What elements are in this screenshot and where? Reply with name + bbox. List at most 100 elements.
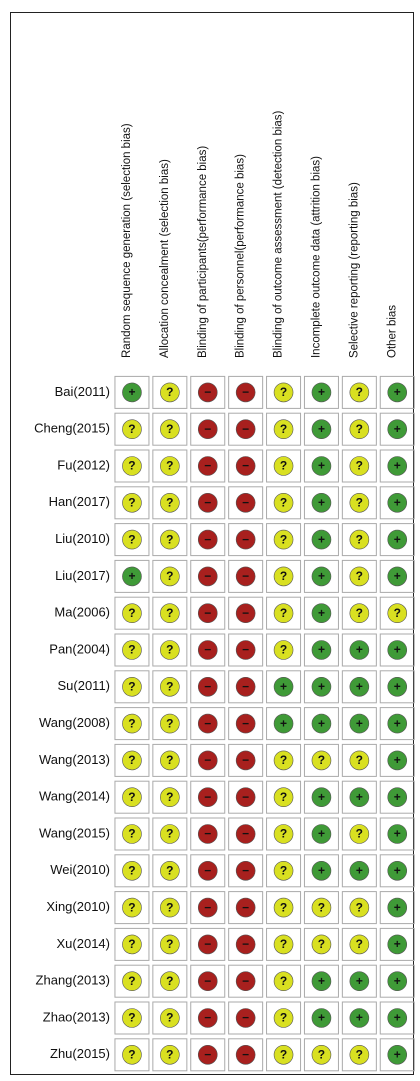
cell <box>379 854 415 888</box>
rating-dot <box>349 382 370 403</box>
cell <box>341 596 377 630</box>
rating-dot <box>273 640 294 660</box>
cell <box>190 486 226 520</box>
cell <box>114 670 150 704</box>
cell <box>152 559 188 593</box>
rating-dot <box>387 824 408 844</box>
cell <box>303 596 339 630</box>
rating-symbol: ? <box>128 900 135 914</box>
rating-symbol: + <box>356 863 363 877</box>
rating-symbol: − <box>242 606 249 620</box>
column-header: Other bias <box>386 305 398 358</box>
cell <box>190 596 226 630</box>
rating-symbol: − <box>242 459 249 473</box>
rating-symbol: − <box>242 790 249 804</box>
rating-dot <box>235 897 256 918</box>
rating-symbol: + <box>318 606 325 620</box>
rating-symbol: + <box>356 716 363 730</box>
rating-dot <box>387 492 408 513</box>
study-name: Pan(2004) <box>49 641 110 656</box>
rating-symbol: + <box>394 753 401 767</box>
cell <box>266 707 302 741</box>
cell <box>303 375 339 409</box>
rating-symbol: + <box>356 1011 363 1025</box>
cell <box>379 449 415 483</box>
rating-symbol: ? <box>128 1047 135 1061</box>
cell <box>190 670 226 704</box>
rating-dot <box>273 492 294 513</box>
study-name: Cheng(2015) <box>34 421 110 436</box>
rating-dot <box>197 529 218 550</box>
rating-dot <box>160 750 180 771</box>
rating-dot <box>311 1045 332 1065</box>
study-name: Bai(2011) <box>55 384 110 399</box>
rating-symbol: ? <box>128 974 135 988</box>
cell <box>341 486 377 520</box>
rating-dot <box>349 713 370 734</box>
rating-dot <box>160 713 180 734</box>
column-header: Allocation concealment (selection bias) <box>159 159 171 358</box>
rating-dot <box>235 566 256 587</box>
rating-symbol: ? <box>280 937 287 951</box>
cell <box>114 817 150 851</box>
column-header: Incomplete outcome data (attrition bias) <box>310 156 322 358</box>
cell <box>266 412 302 446</box>
cell <box>379 964 415 998</box>
rating-dot <box>387 566 408 587</box>
rating-dot <box>349 750 370 771</box>
cell <box>266 523 302 557</box>
rating-dot <box>122 456 142 476</box>
cell <box>152 780 188 814</box>
cell <box>152 927 188 961</box>
cell <box>152 375 188 409</box>
cell <box>341 743 377 777</box>
rating-dot <box>311 824 332 844</box>
rating-dot <box>122 787 142 808</box>
rating-symbol: + <box>318 495 325 509</box>
cell <box>152 707 188 741</box>
rating-symbol: − <box>242 422 249 436</box>
rating-symbol: + <box>318 1011 325 1025</box>
rating-symbol: ? <box>280 385 287 399</box>
rating-symbol: ? <box>280 495 287 509</box>
cell <box>190 1001 226 1035</box>
cell <box>190 523 226 557</box>
rating-symbol: − <box>204 900 211 914</box>
rating-dot <box>122 382 142 403</box>
study-name: Wang(2008) <box>39 715 110 730</box>
rating-symbol: + <box>394 1047 401 1061</box>
rating-dot <box>197 676 218 697</box>
rating-dot <box>160 971 180 992</box>
cell <box>379 743 415 777</box>
rating-dot <box>349 566 370 587</box>
rating-symbol: − <box>204 753 211 767</box>
rating-symbol: ? <box>166 679 173 693</box>
rating-dot <box>273 934 294 955</box>
cell <box>152 523 188 557</box>
cell <box>228 964 264 998</box>
rating-symbol: + <box>394 643 401 657</box>
rating-symbol: ? <box>166 495 173 509</box>
cell <box>341 817 377 851</box>
cell <box>266 486 302 520</box>
rating-symbol: ? <box>166 459 173 473</box>
rating-symbol: ? <box>128 643 135 657</box>
rating-dot <box>311 1008 332 1028</box>
rating-symbol: ? <box>128 827 135 841</box>
cell <box>303 1038 339 1072</box>
cell <box>379 927 415 961</box>
rating-dot <box>273 897 294 918</box>
cell <box>341 523 377 557</box>
cell <box>114 375 150 409</box>
rating-symbol: ? <box>280 974 287 988</box>
cell <box>152 743 188 777</box>
rating-symbol: − <box>242 974 249 988</box>
rating-symbol: ? <box>356 753 363 767</box>
cell <box>266 449 302 483</box>
cell <box>114 523 150 557</box>
rating-dot <box>235 713 256 734</box>
rating-dot <box>160 382 180 403</box>
rating-symbol: ? <box>280 459 287 473</box>
